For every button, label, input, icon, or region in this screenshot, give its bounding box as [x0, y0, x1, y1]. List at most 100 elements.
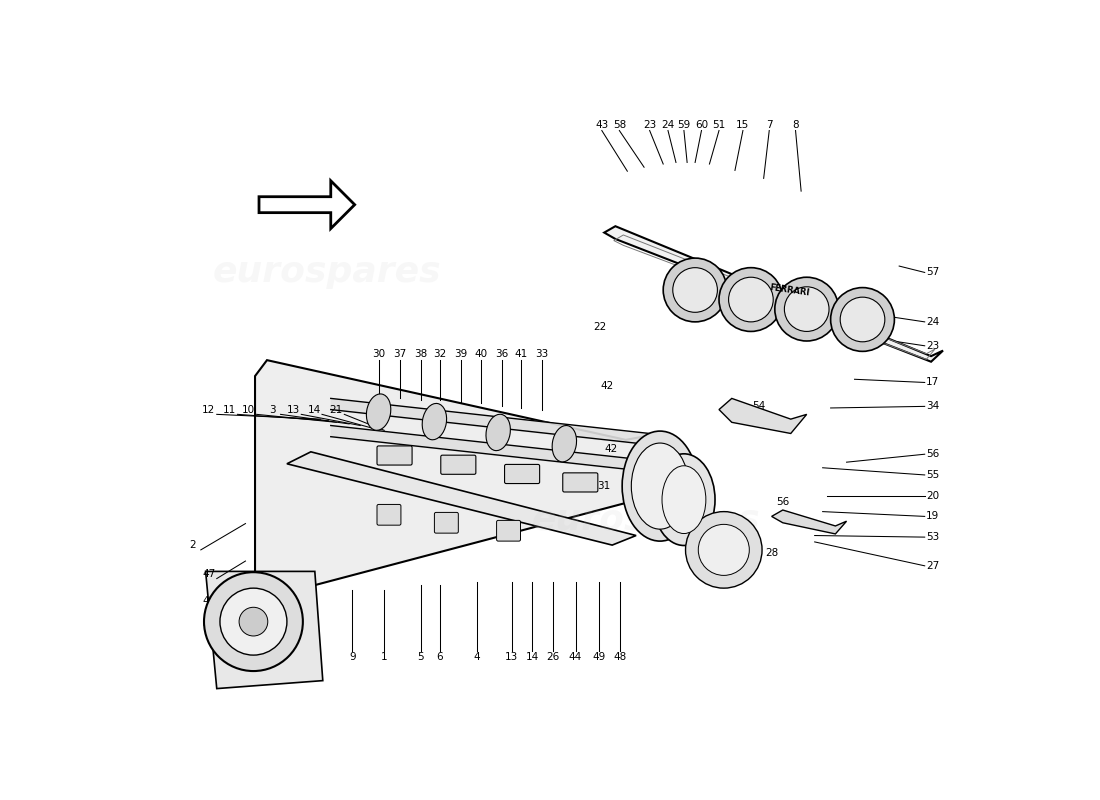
Text: 25: 25 — [693, 548, 706, 558]
Circle shape — [840, 297, 884, 342]
Text: 39: 39 — [454, 349, 467, 358]
Ellipse shape — [623, 431, 697, 541]
Text: 53: 53 — [926, 532, 939, 542]
Text: 56: 56 — [777, 497, 790, 507]
Polygon shape — [771, 510, 847, 534]
Text: 55: 55 — [926, 470, 939, 480]
Circle shape — [728, 278, 773, 322]
Text: 60: 60 — [695, 120, 708, 130]
Text: 41: 41 — [515, 349, 528, 358]
Ellipse shape — [662, 466, 706, 534]
Text: 13: 13 — [287, 405, 300, 414]
Text: 8: 8 — [792, 120, 799, 130]
Text: 35: 35 — [728, 402, 741, 411]
Text: 45: 45 — [202, 596, 216, 606]
Text: 23: 23 — [926, 341, 939, 350]
Text: 3: 3 — [270, 405, 276, 414]
Ellipse shape — [631, 443, 689, 529]
Circle shape — [685, 512, 762, 588]
Text: 37: 37 — [394, 349, 407, 358]
Text: 18: 18 — [637, 450, 651, 459]
Text: 38: 38 — [415, 349, 428, 358]
Text: FERRARI: FERRARI — [769, 282, 810, 298]
FancyBboxPatch shape — [377, 446, 412, 465]
Text: 33: 33 — [536, 349, 549, 358]
Text: 28: 28 — [764, 548, 779, 558]
Circle shape — [663, 258, 727, 322]
Circle shape — [204, 572, 302, 671]
Circle shape — [698, 524, 749, 575]
Polygon shape — [206, 571, 322, 689]
Text: 58: 58 — [613, 120, 626, 130]
Text: 56: 56 — [926, 450, 939, 459]
Text: 54: 54 — [752, 402, 766, 411]
Text: 24: 24 — [926, 317, 939, 327]
Text: 1: 1 — [381, 652, 387, 662]
Text: 50: 50 — [621, 492, 635, 502]
Text: 43: 43 — [595, 120, 608, 130]
Ellipse shape — [652, 454, 715, 546]
Text: 40: 40 — [475, 349, 488, 358]
Ellipse shape — [366, 394, 390, 430]
Circle shape — [774, 278, 838, 341]
Text: 42: 42 — [601, 381, 614, 390]
Text: 51: 51 — [713, 120, 726, 130]
Text: 49: 49 — [593, 652, 606, 662]
Text: 36: 36 — [495, 349, 509, 358]
Text: 2: 2 — [189, 540, 196, 550]
Text: 17: 17 — [926, 378, 939, 387]
Text: 59: 59 — [678, 120, 691, 130]
Text: 26: 26 — [547, 652, 560, 662]
Text: eurospares: eurospares — [212, 255, 441, 290]
Text: 4: 4 — [473, 652, 480, 662]
Text: 11: 11 — [223, 405, 236, 414]
Text: 34: 34 — [926, 402, 939, 411]
Text: 32: 32 — [433, 349, 447, 358]
Text: 47: 47 — [202, 569, 216, 578]
FancyBboxPatch shape — [496, 520, 520, 541]
Text: 10: 10 — [242, 405, 255, 414]
FancyBboxPatch shape — [563, 473, 597, 492]
Circle shape — [673, 268, 717, 312]
Circle shape — [784, 286, 829, 331]
Ellipse shape — [552, 426, 576, 462]
Text: 31: 31 — [597, 481, 611, 491]
Text: 23: 23 — [644, 120, 657, 130]
Text: 21: 21 — [330, 405, 343, 414]
Text: 22: 22 — [593, 322, 606, 332]
Text: 48: 48 — [614, 652, 627, 662]
Text: 7: 7 — [766, 120, 772, 130]
Circle shape — [719, 268, 783, 331]
Polygon shape — [287, 452, 636, 545]
Text: 6: 6 — [437, 652, 443, 662]
Text: 16: 16 — [576, 481, 590, 491]
Polygon shape — [604, 226, 943, 362]
FancyBboxPatch shape — [505, 465, 540, 483]
Text: 30: 30 — [372, 349, 385, 358]
Polygon shape — [255, 360, 663, 601]
Text: 57: 57 — [926, 267, 939, 278]
Text: 14: 14 — [526, 652, 539, 662]
Text: 44: 44 — [569, 652, 582, 662]
Circle shape — [239, 607, 267, 636]
Text: eurospares: eurospares — [531, 502, 760, 537]
FancyBboxPatch shape — [441, 455, 476, 474]
Text: 13: 13 — [505, 652, 518, 662]
Text: 24: 24 — [661, 120, 674, 130]
Text: 52: 52 — [741, 548, 755, 558]
Text: 9: 9 — [349, 652, 355, 662]
Text: 27: 27 — [926, 561, 939, 571]
Circle shape — [220, 588, 287, 655]
Text: 5: 5 — [418, 652, 425, 662]
Text: 15: 15 — [736, 120, 749, 130]
Text: 42: 42 — [604, 445, 617, 454]
Circle shape — [830, 287, 894, 351]
Ellipse shape — [486, 414, 510, 450]
Text: 14: 14 — [307, 405, 320, 414]
Text: 46: 46 — [202, 620, 216, 630]
Text: 12: 12 — [202, 405, 216, 414]
Text: 29: 29 — [717, 548, 730, 558]
FancyBboxPatch shape — [434, 513, 459, 533]
FancyBboxPatch shape — [377, 505, 400, 525]
Ellipse shape — [422, 403, 447, 440]
